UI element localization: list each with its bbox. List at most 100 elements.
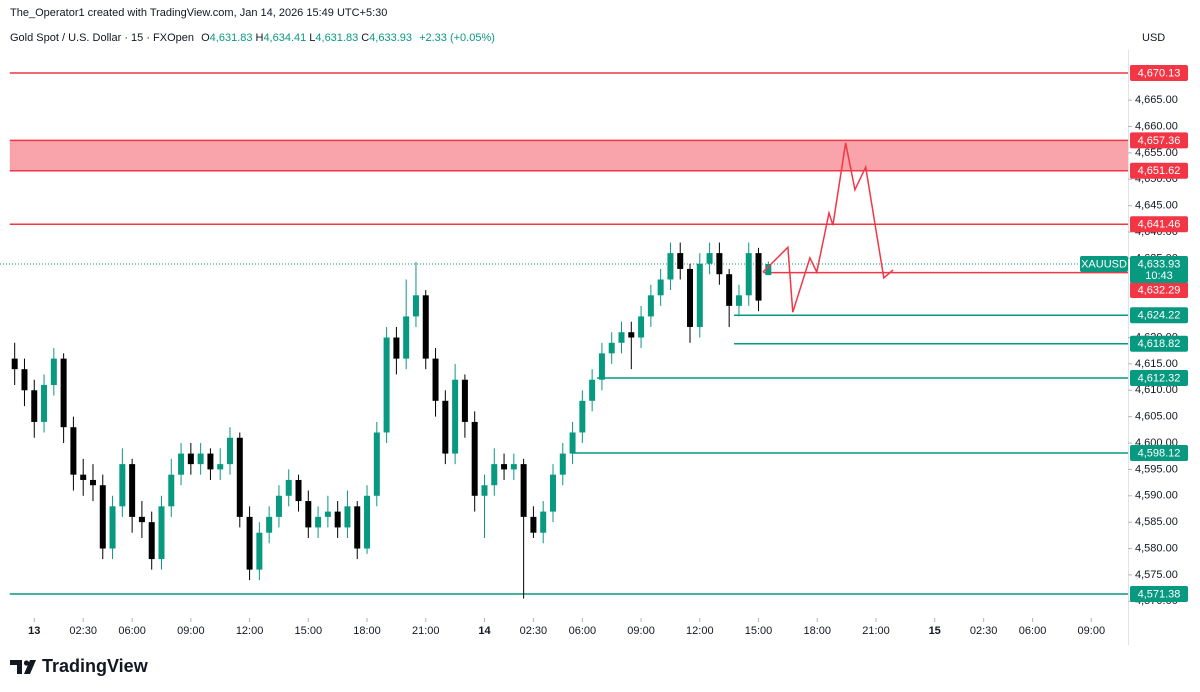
candle-body: [207, 453, 214, 470]
candle-body: [540, 511, 547, 533]
candle-body: [442, 400, 449, 454]
y-tick-label: 4,595.00: [1135, 463, 1178, 475]
level-label: 4,618.82: [1138, 338, 1181, 350]
x-tick-label: 09:00: [627, 625, 655, 637]
candle-body: [638, 316, 645, 338]
candle-body: [354, 506, 361, 549]
x-tick-label: 02:30: [970, 625, 998, 637]
logo-mark: [10, 660, 22, 674]
x-tick-label: 12:00: [686, 625, 714, 637]
x-tick-label: 21:00: [862, 625, 890, 637]
candle-body: [618, 332, 625, 343]
candle-body: [412, 295, 419, 317]
y-tick-label: 4,605.00: [1135, 411, 1178, 423]
candle-body: [119, 464, 126, 507]
candle-body: [158, 506, 165, 560]
y-tick-label: 4,645.00: [1135, 200, 1178, 212]
level-label: 4,612.32: [1138, 372, 1181, 384]
price-labels: 4,657.36 4,651.62 4,670.13 4,641.46 4,632.29…: [1080, 65, 1188, 603]
level-label-box: [1130, 444, 1188, 461]
candle-body: [608, 342, 615, 354]
plot: [0, 72, 1128, 599]
currency: USD: [1142, 32, 1165, 44]
x-tick-label: 12:00: [236, 625, 264, 637]
zone-high-label: 4,657.36: [1138, 135, 1181, 147]
candle-body: [70, 427, 77, 475]
candle-body: [246, 516, 253, 570]
candle-body: [677, 253, 684, 269]
y-tick-label: 4,665.00: [1135, 94, 1178, 106]
candle-body: [315, 516, 322, 528]
x-tick-label: 09:00: [177, 625, 205, 637]
candle-body: [60, 358, 67, 428]
x-tick-label: 02:30: [69, 625, 97, 637]
x-tick-label: 06:00: [1019, 625, 1047, 637]
last-price-label: 4,633.93: [1138, 258, 1181, 270]
y-tick-label: 4,610.00: [1135, 384, 1178, 396]
candle-body: [178, 453, 185, 475]
candle-body: [168, 474, 175, 507]
candle-body: [628, 332, 635, 338]
candle-body: [422, 295, 429, 359]
candle-body: [696, 263, 703, 327]
x-tick-label: 02:30: [520, 625, 548, 637]
candle-body: [227, 437, 234, 465]
candle-body: [285, 479, 292, 496]
candle-body: [266, 516, 273, 533]
zone-low-label-box: [1130, 162, 1188, 179]
candle-body: [745, 253, 752, 296]
ohlc-key: L: [309, 32, 315, 44]
level-label-box: [1130, 335, 1188, 352]
candle-body: [11, 358, 18, 370]
candle-body: [501, 464, 508, 470]
candle-body: [491, 464, 498, 486]
candle-body: [344, 506, 351, 528]
candle-body: [461, 379, 468, 422]
candle-body: [520, 464, 527, 517]
x-tick-label: 21:00: [412, 625, 440, 637]
candle-body: [726, 274, 733, 306]
x-tick-label: 14: [478, 625, 491, 637]
y-tick-label: 4,660.00: [1135, 120, 1178, 132]
level-label-box: [1130, 216, 1188, 233]
legend-line: Gold Spot / U.S. Dollar · 15 · FXOpen O4…: [10, 32, 495, 44]
candle-body: [530, 516, 537, 533]
candle-body: [236, 437, 243, 517]
candle-body: [510, 464, 517, 470]
ohlc-key: C: [361, 32, 369, 44]
y-tick-label: 4,615.00: [1135, 358, 1178, 370]
level-label: 4,624.22: [1138, 310, 1181, 322]
candle-body: [452, 379, 459, 454]
candle-body: [647, 295, 654, 317]
candle-body: [735, 295, 742, 306]
candle-body: [598, 353, 605, 380]
candle-body: [295, 479, 302, 502]
brand: TradingView: [42, 656, 149, 676]
candle-body: [706, 253, 713, 264]
level-label-box: [1130, 586, 1188, 603]
candle-body: [373, 432, 380, 496]
y-tick-label: 4,590.00: [1135, 490, 1178, 502]
symbol-tag: XAUUSD: [1081, 258, 1127, 270]
candle-body: [31, 390, 38, 422]
candle-body: [393, 337, 400, 359]
candle-body: [589, 379, 596, 401]
x-tick-label: 06:00: [569, 625, 597, 637]
candle-body: [129, 464, 136, 517]
candle-body: [657, 279, 664, 296]
level-label: 4,641.46: [1138, 219, 1181, 231]
candle-body: [716, 253, 723, 275]
candle-body: [80, 474, 87, 480]
candle-body: [549, 474, 556, 512]
candle-body: [559, 453, 566, 475]
candle-body: [197, 453, 204, 465]
candle-body: [569, 432, 576, 454]
zone-low-label: 4,651.62: [1138, 165, 1181, 177]
y-tick-label: 4,580.00: [1135, 542, 1178, 554]
candle-body: [275, 495, 282, 517]
candle-body: [148, 522, 155, 560]
countdown: 10:43: [1145, 270, 1173, 282]
x-tick-label: 09:00: [1078, 625, 1106, 637]
